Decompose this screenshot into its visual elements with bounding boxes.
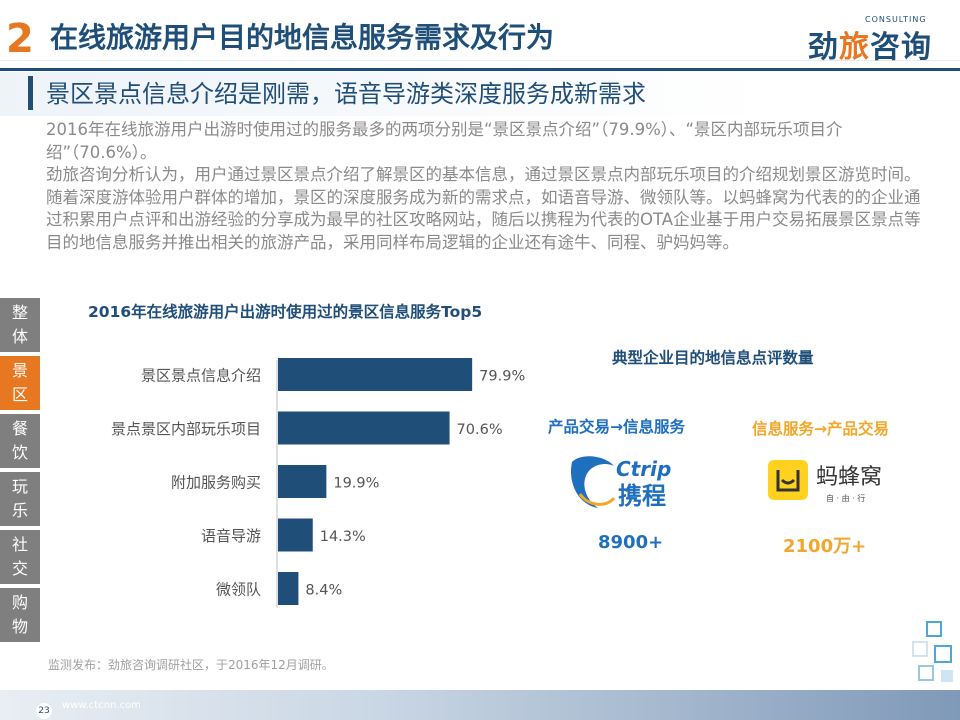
bar xyxy=(278,518,313,552)
category-label: 景点景区内部玩乐项目 xyxy=(111,420,261,438)
footer-band xyxy=(0,690,960,720)
bar xyxy=(278,465,327,498)
chart-title: 2016年在线旅游用户出游时使用过的景区信息服务Top5 xyxy=(88,303,483,321)
category-label: 微领队 xyxy=(216,581,261,599)
logo-char-3: 咨询 xyxy=(870,30,932,65)
page-number: 23 xyxy=(36,703,52,719)
ctrip-logo-en: Ctrip xyxy=(616,457,671,481)
mafengwo-logo-sub: 自 · 由 · 行 xyxy=(826,493,865,503)
ctrip-review-count: 8900+ xyxy=(598,532,664,553)
bar xyxy=(278,572,299,605)
mafengwo-flow-label: 信息服务→产品交易 xyxy=(752,420,889,438)
data-label: 8.4% xyxy=(305,583,342,599)
mafengwo-review-count: 2100万+ xyxy=(783,536,867,557)
sidebar-item-leisure[interactable]: 玩乐 xyxy=(0,472,40,526)
category-label: 景区景点信息介绍 xyxy=(141,367,261,385)
data-label: 19.9% xyxy=(333,476,379,492)
subtitle: 景区景点信息介绍是刚需，语音导游类深度服务成新需求 xyxy=(46,80,646,108)
logo-english-text: CONSULTING xyxy=(865,15,927,24)
category-label: 语音导游 xyxy=(201,527,261,545)
body-paragraph-2: 劲旅咨询分析认为，用户通过景区景点介绍了解景区的基本信息，通过景区景点内部玩乐项… xyxy=(46,165,921,252)
data-label: 70.6% xyxy=(457,422,503,438)
body-paragraph-1: 2016年在线旅游用户出游时使用过的服务最多的两项分别是“景区景点介绍”（79.… xyxy=(46,120,843,162)
company-logo: 劲旅咨询 xyxy=(808,22,932,66)
sidebar-item-dining[interactable]: 餐饮 xyxy=(0,414,40,468)
decorative-squares-icon xyxy=(912,621,953,682)
page-title: 在线旅游用户目的地信息服务需求及行为 xyxy=(50,21,555,54)
logo-char-1: 劲 xyxy=(808,30,839,65)
body-text: 2016年在线旅游用户出游时使用过的服务最多的两项分别是“景区景点介绍”（79.… xyxy=(46,119,936,254)
sidebar-item-overall[interactable]: 整体 xyxy=(0,298,40,352)
sidebar-item-social[interactable]: 社交 xyxy=(0,530,40,584)
footer-website: www.ctcnn.com xyxy=(62,700,141,711)
right-panel-title: 典型企业目的地信息点评数量 xyxy=(612,349,814,367)
data-label: 79.9% xyxy=(479,369,525,385)
sidebar-item-shopping[interactable]: 购物 xyxy=(0,588,40,642)
bar xyxy=(278,411,450,445)
header-top-divider xyxy=(0,60,960,61)
subtitle-band xyxy=(0,72,960,116)
sidebar-item-scenic[interactable]: 景区 xyxy=(0,356,40,410)
bar-chart: 景区景点信息介绍 79.9% 景点景区内部玩乐项目 70.6% 附加服务购买 19.9% 语… xyxy=(111,358,525,608)
ctrip-flow-label: 产品交易→信息服务 xyxy=(548,418,685,436)
subtitle-accent-bar xyxy=(28,76,33,110)
logo-char-2: 旅 xyxy=(839,30,870,65)
ctrip-logo-cn: 携程 xyxy=(618,482,666,510)
section-sidebar: 整体 景区 餐饮 玩乐 社交 购物 xyxy=(0,298,40,646)
section-number: 2 xyxy=(6,16,34,62)
mafengwo-logo: 蚂蜂窝 自 · 由 · 行 xyxy=(768,460,882,503)
ctrip-logo: Ctrip 携程 xyxy=(571,456,671,510)
bar xyxy=(278,358,473,391)
source-note: 监测发布：劲旅咨询调研社区，于2016年12月调研。 xyxy=(48,658,334,672)
category-label: 附加服务购买 xyxy=(171,474,261,492)
data-label: 14.3% xyxy=(320,529,366,545)
header-divider xyxy=(0,68,960,71)
mafengwo-logo-cn: 蚂蜂窝 xyxy=(816,465,882,490)
